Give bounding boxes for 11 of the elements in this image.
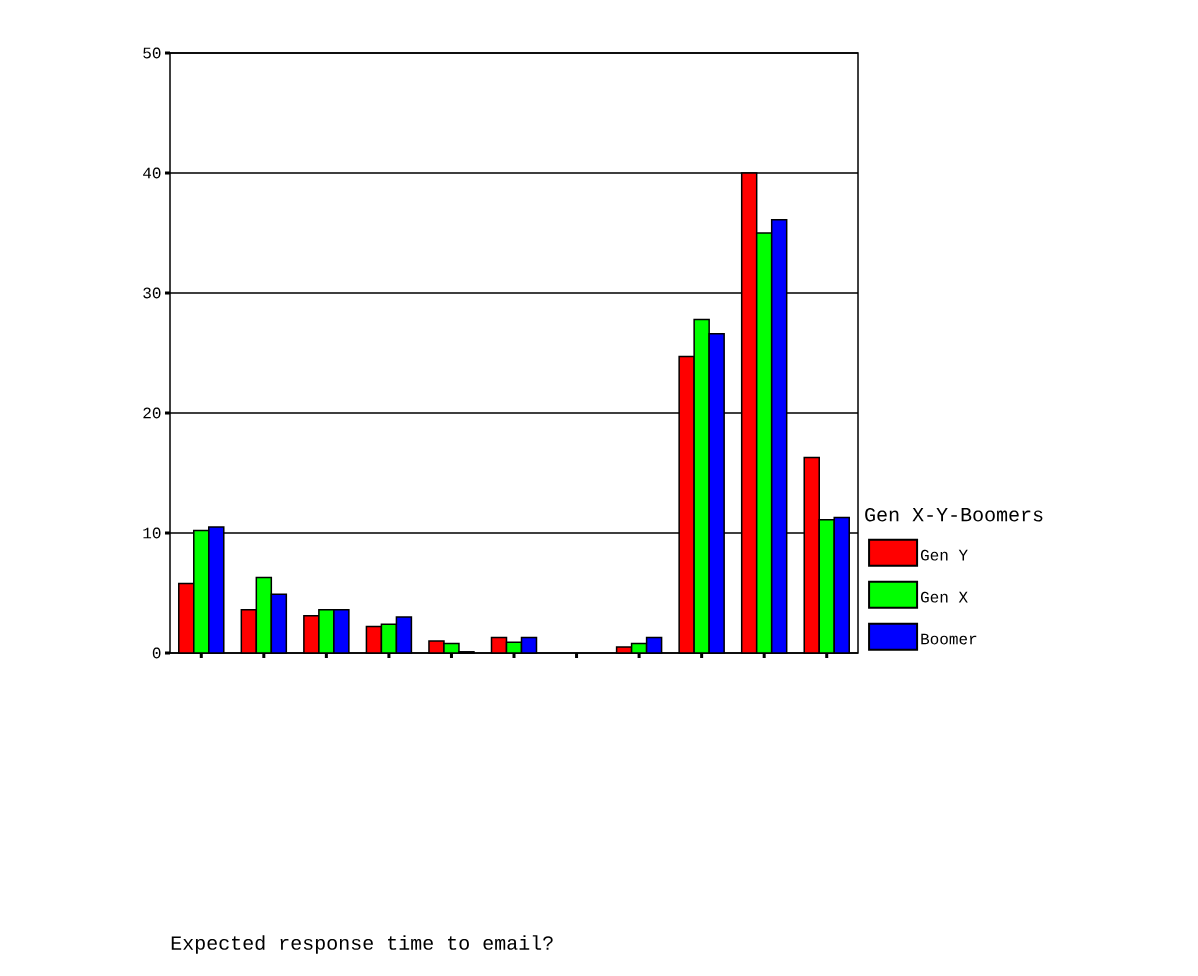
text: Expected response time to email? — [171, 935, 553, 954]
y-tick-label: 30 — [143, 287, 161, 299]
y-tick-label: 0 — [152, 647, 161, 659]
legend-title: Gen X-Y-Boomers — [865, 507, 1043, 522]
y-tick-label: 20 — [143, 407, 161, 419]
legend-label: Gen Y — [920, 549, 968, 561]
y-tick-label: 10 — [143, 527, 161, 539]
y-tick-label: 40 — [143, 167, 161, 179]
legend-label: Gen X — [920, 591, 968, 603]
y-tick-label: 50 — [143, 47, 161, 59]
legend-label: Boomer — [921, 633, 977, 645]
